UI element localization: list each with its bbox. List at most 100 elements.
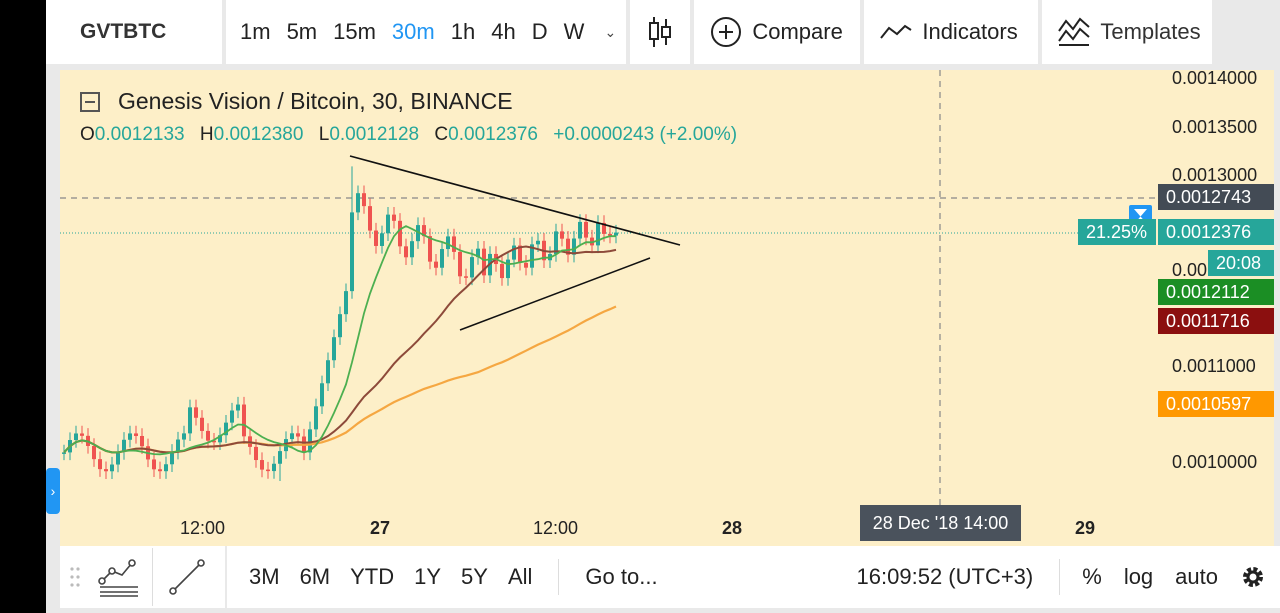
plus-circle-icon bbox=[710, 16, 742, 48]
goto-button[interactable]: Go to... bbox=[585, 564, 658, 589]
gear-icon[interactable] bbox=[1240, 564, 1266, 590]
bottom-toolbar: 3M 6M YTD 1Y 5Y All Go to... 16:09:52 (U… bbox=[60, 546, 1280, 608]
auto-scale-button[interactable]: auto bbox=[1175, 564, 1218, 589]
time-tick: 12:00 bbox=[180, 518, 226, 538]
percent-scale-button[interactable]: % bbox=[1082, 564, 1102, 589]
candle-body bbox=[614, 232, 618, 236]
candle-body bbox=[554, 231, 558, 255]
candle-body bbox=[404, 246, 408, 258]
compare-button[interactable]: Compare bbox=[694, 0, 861, 64]
range-1y[interactable]: 1Y bbox=[414, 564, 442, 589]
side-panel-toggle[interactable]: › bbox=[46, 468, 60, 514]
candle-body bbox=[368, 206, 372, 231]
scale-options: % log auto bbox=[1060, 564, 1280, 590]
app: GVTBTC 1m 5m 15m 30m 1h 4h D W ⌄ Comp bbox=[46, 0, 1280, 613]
candle-body bbox=[458, 251, 462, 277]
tools-divider bbox=[152, 548, 153, 606]
interval-1m[interactable]: 1m bbox=[240, 19, 271, 44]
chart-area[interactable]: Genesis Vision / Bitcoin, 30, BINANCE O 0… bbox=[60, 70, 1274, 546]
candle-body bbox=[260, 460, 264, 470]
range-bar: 3M 6M YTD 1Y 5Y All Go to... 16:09:52 (U… bbox=[227, 546, 1280, 608]
price-chart[interactable] bbox=[60, 70, 1274, 546]
candle-body bbox=[62, 452, 66, 454]
candle-body bbox=[104, 469, 108, 472]
candle-body bbox=[446, 236, 450, 250]
trend-line-tool-icon[interactable] bbox=[167, 557, 207, 597]
ma-green-price-label: 0.0012112 bbox=[1158, 279, 1274, 305]
candle-body bbox=[530, 244, 534, 268]
interval-5m[interactable]: 5m bbox=[286, 19, 318, 44]
candle-body bbox=[74, 433, 78, 441]
last-price-label: 0.0012376 bbox=[1158, 219, 1274, 245]
candle-body bbox=[290, 433, 294, 440]
candle-body bbox=[236, 404, 240, 411]
candle-body bbox=[416, 225, 420, 242]
drawing-tools bbox=[60, 546, 225, 608]
ohlc-close: 0.0012376 bbox=[448, 124, 538, 145]
ohlc-low-key: L bbox=[318, 124, 330, 145]
symbol-button[interactable]: GVTBTC bbox=[46, 0, 222, 64]
candle-body bbox=[566, 238, 570, 255]
candle-body bbox=[572, 238, 576, 255]
interval-d[interactable]: D bbox=[531, 19, 548, 44]
candle-body bbox=[272, 463, 276, 472]
compare-label: Compare bbox=[752, 19, 843, 44]
interval-30m[interactable]: 30m bbox=[391, 19, 435, 44]
candle-body bbox=[170, 451, 174, 465]
candle-body bbox=[560, 231, 564, 239]
chevron-down-icon[interactable]: ⌄ bbox=[604, 23, 617, 40]
clock-timezone[interactable]: 16:09:52 (UTC+3) bbox=[856, 564, 1034, 589]
candle-body bbox=[536, 240, 540, 245]
candle-body bbox=[110, 464, 114, 472]
candle-body bbox=[428, 236, 432, 262]
interval-4h[interactable]: 4h bbox=[491, 19, 516, 44]
price-tick: 0.0013000 bbox=[1172, 165, 1258, 185]
candle-body bbox=[524, 262, 528, 268]
log-scale-button[interactable]: log bbox=[1123, 564, 1154, 589]
range-ytd[interactable]: YTD bbox=[350, 564, 395, 589]
range-6m[interactable]: 6M bbox=[299, 564, 331, 589]
chart-type-button[interactable] bbox=[630, 0, 691, 64]
candle-body bbox=[608, 233, 612, 236]
ohlc-close-key: C bbox=[434, 124, 449, 145]
range-all[interactable]: All bbox=[507, 564, 533, 589]
bar-countdown-label: 20:08 bbox=[1208, 250, 1274, 276]
candle-body bbox=[98, 459, 102, 470]
templates-label: Templates bbox=[1100, 19, 1201, 44]
range-5y[interactable]: 5Y bbox=[461, 564, 488, 589]
price-tick: 0.0010000 bbox=[1172, 452, 1258, 472]
candle-body bbox=[164, 464, 168, 472]
candle-body bbox=[266, 469, 270, 472]
candle-body bbox=[482, 248, 486, 276]
candle-body bbox=[464, 276, 468, 278]
candle-body bbox=[596, 222, 600, 246]
crosshair-date-label: 28 Dec '18 14:00 bbox=[860, 505, 1021, 541]
candle-body bbox=[206, 430, 210, 441]
interval-w[interactable]: W bbox=[563, 19, 585, 44]
collapse-legend-icon[interactable] bbox=[80, 91, 100, 112]
time-tick: 27 bbox=[370, 518, 391, 538]
indicators-label: Indicators bbox=[922, 19, 1018, 44]
range-3m[interactable]: 3M bbox=[249, 564, 280, 589]
candle-body bbox=[188, 407, 192, 434]
candle-body bbox=[398, 220, 402, 247]
interval-15m[interactable]: 15m bbox=[333, 19, 376, 44]
templates-button[interactable]: Templates bbox=[1042, 0, 1213, 64]
candle-body bbox=[362, 193, 366, 207]
price-tick: 0.0011000 bbox=[1172, 356, 1256, 376]
interval-1h[interactable]: 1h bbox=[450, 19, 476, 44]
triangle-lower-trendline bbox=[459, 257, 651, 331]
candle-body bbox=[122, 439, 126, 453]
candle-body bbox=[518, 245, 522, 263]
ohlc-open-key: O bbox=[80, 124, 95, 145]
crosshair-price-label: 0.0012743 bbox=[1158, 184, 1274, 210]
drag-handle-icon[interactable] bbox=[70, 565, 80, 589]
candle-body bbox=[296, 433, 300, 437]
legend-title-row: Genesis Vision / Bitcoin, 30, BINANCE bbox=[80, 88, 737, 115]
candle-body bbox=[386, 214, 390, 234]
candle-body bbox=[278, 451, 282, 464]
indicators-button[interactable]: Indicators bbox=[864, 0, 1039, 64]
candle-body bbox=[314, 406, 318, 430]
drawings-list-icon[interactable] bbox=[98, 557, 140, 597]
candle-body bbox=[344, 291, 348, 315]
